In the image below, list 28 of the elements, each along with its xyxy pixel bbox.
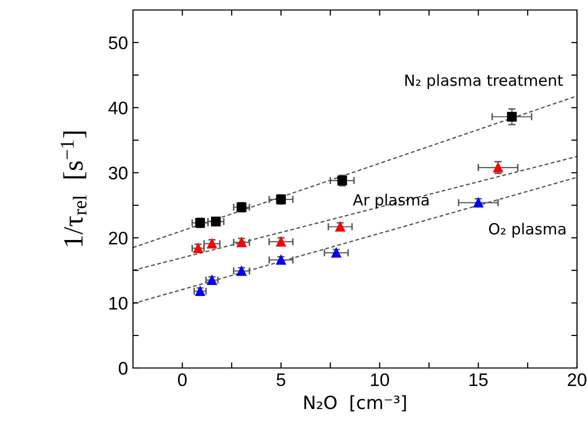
point	[276, 236, 286, 247]
annotation: N₂ plasma treatment	[405, 74, 563, 89]
y-tick-label: 50	[108, 36, 128, 50]
point	[276, 255, 286, 265]
point	[331, 248, 342, 258]
annotation: O₂ plasma	[489, 222, 566, 238]
x-tick-label: 20	[568, 373, 586, 386]
point	[207, 238, 217, 249]
point	[493, 162, 503, 172]
point	[236, 238, 246, 248]
y-tick-label: 30	[108, 166, 128, 180]
y-tick-label: 10	[109, 296, 128, 310]
y-tick-label: 40	[108, 102, 128, 114]
point	[207, 275, 217, 285]
point	[473, 198, 484, 208]
point	[236, 266, 246, 276]
y-tick-label: 0	[118, 362, 128, 375]
y-axis-title: 1/τ$_{rel}$ [s$^{−1}$]	[60, 132, 87, 246]
point	[195, 286, 205, 296]
x-tick-label: 15	[470, 374, 488, 386]
x-tick-label: 5	[276, 374, 286, 386]
point	[507, 112, 517, 122]
y-tick-label: 20	[108, 232, 128, 245]
x-tick-label: 0	[178, 373, 187, 386]
point	[211, 216, 221, 226]
point	[335, 222, 346, 232]
x-axis-title: N₂O [cm⁻³]	[304, 395, 406, 412]
x-tick-label: 10	[371, 373, 390, 386]
